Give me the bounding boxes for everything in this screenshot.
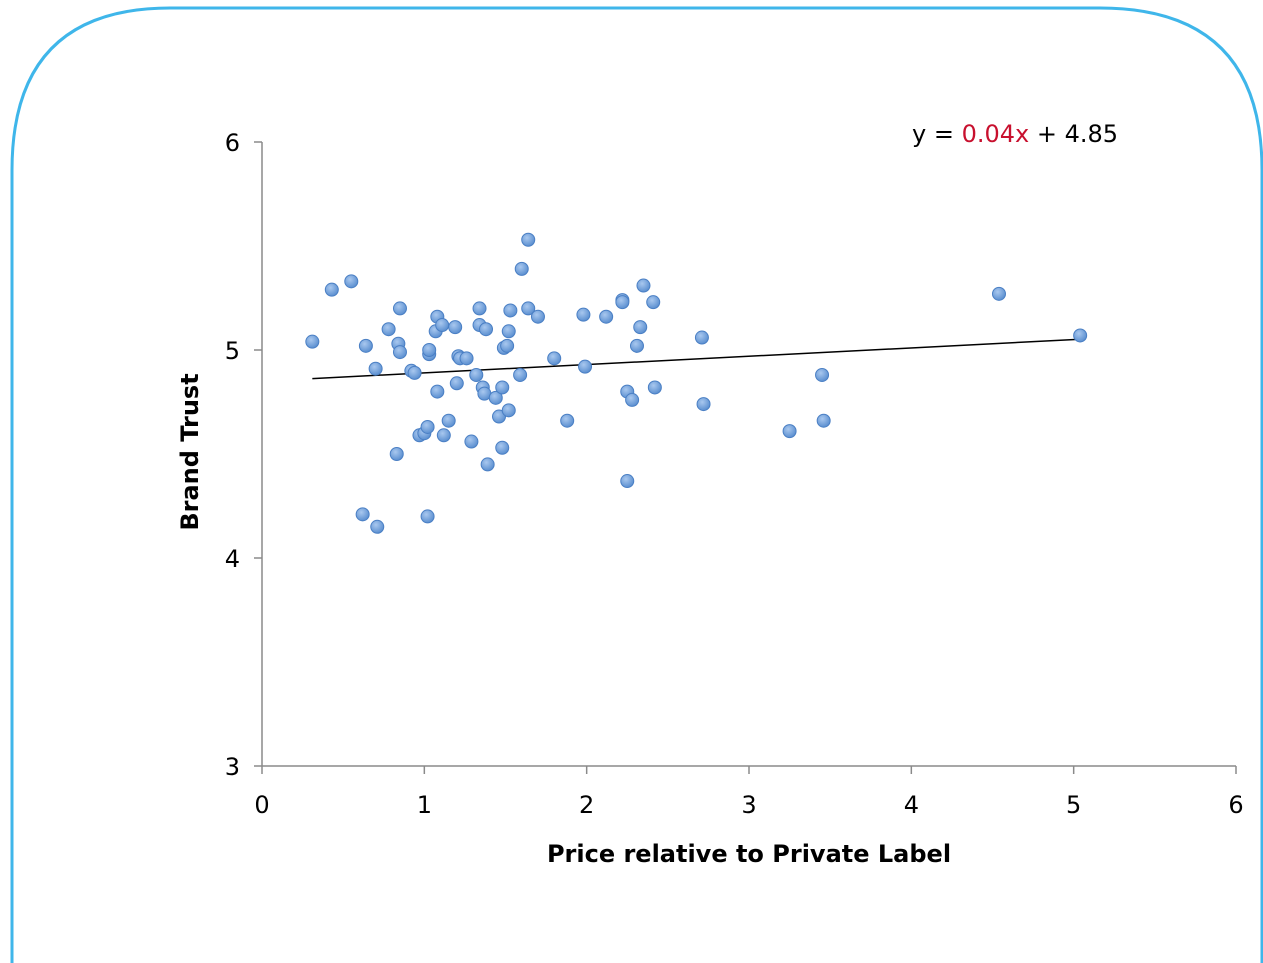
data-point <box>392 301 407 316</box>
y-tick-label: 6 <box>225 129 240 157</box>
data-point <box>305 334 320 349</box>
data-point <box>441 413 456 428</box>
data-point <box>368 361 383 376</box>
data-point <box>560 413 575 428</box>
data-point <box>547 351 562 366</box>
data-point <box>816 413 831 428</box>
data-point <box>381 322 396 337</box>
equation-prefix: y = <box>912 120 962 148</box>
data-point <box>495 440 510 455</box>
x-tick-label: 6 <box>1228 791 1243 819</box>
data-point <box>324 282 339 297</box>
data-point <box>576 307 591 322</box>
data-point <box>636 278 651 293</box>
data-point <box>633 320 648 335</box>
data-point <box>646 295 661 310</box>
data-point <box>629 338 644 353</box>
data-point <box>488 390 503 405</box>
data-point <box>615 295 630 310</box>
data-point <box>625 392 640 407</box>
data-point <box>389 447 404 461</box>
data-point <box>620 474 635 489</box>
y-axis-title: Brand Trust <box>176 373 204 530</box>
data-point <box>500 338 515 353</box>
data-point <box>479 322 494 337</box>
x-tick-label: 1 <box>417 791 432 819</box>
data-point <box>815 367 830 382</box>
data-point <box>430 384 445 399</box>
equation-intercept: + 4.85 <box>1029 120 1118 148</box>
data-point <box>521 232 536 247</box>
data-point <box>480 457 495 472</box>
data-point <box>782 424 797 439</box>
data-point <box>599 309 614 324</box>
x-tick-label: 2 <box>579 791 594 819</box>
data-point <box>1073 328 1088 343</box>
data-point <box>530 309 545 324</box>
data-point <box>358 338 373 353</box>
data-point <box>407 365 422 380</box>
data-point <box>521 301 536 316</box>
tick-labels: 0 1 2 3 4 5 6 3 4 5 6 <box>225 129 1244 819</box>
data-point <box>436 428 451 443</box>
trendline <box>312 338 1081 380</box>
x-tick-label: 3 <box>741 791 756 819</box>
data-point <box>469 367 484 382</box>
data-point <box>514 261 529 276</box>
data-point <box>501 324 516 339</box>
data-point <box>355 507 370 522</box>
data-point <box>578 359 593 374</box>
x-axis-title: Price relative to Private Label <box>547 840 951 868</box>
data-point <box>449 376 464 391</box>
data-point <box>464 434 479 449</box>
data-point <box>420 419 435 434</box>
data-point <box>647 380 662 395</box>
data-point <box>501 403 516 418</box>
data-point <box>472 301 487 316</box>
data-point <box>344 274 359 289</box>
rounded-border <box>10 6 1263 963</box>
data-point <box>696 397 711 412</box>
data-points <box>305 232 1088 534</box>
data-point <box>513 367 528 382</box>
data-point <box>459 351 474 366</box>
data-point <box>370 519 385 534</box>
x-tick-label: 0 <box>254 791 269 819</box>
data-point <box>991 286 1006 301</box>
data-point <box>503 303 518 318</box>
data-point <box>694 330 709 345</box>
data-point <box>422 343 437 357</box>
trendline-equation: y = 0.04x + 4.85 <box>912 120 1118 148</box>
data-point <box>495 380 510 395</box>
equation-slope: 0.04x <box>962 120 1030 148</box>
data-point <box>420 509 435 524</box>
data-point <box>435 318 450 333</box>
data-point <box>492 409 507 424</box>
x-tick-label: 4 <box>904 791 919 819</box>
axes <box>254 141 1237 774</box>
y-tick-label: 4 <box>225 545 240 573</box>
data-point <box>392 345 407 360</box>
y-tick-label: 5 <box>225 337 240 365</box>
y-tick-label: 3 <box>225 753 240 781</box>
x-tick-label: 5 <box>1066 791 1081 819</box>
data-point <box>448 320 463 335</box>
